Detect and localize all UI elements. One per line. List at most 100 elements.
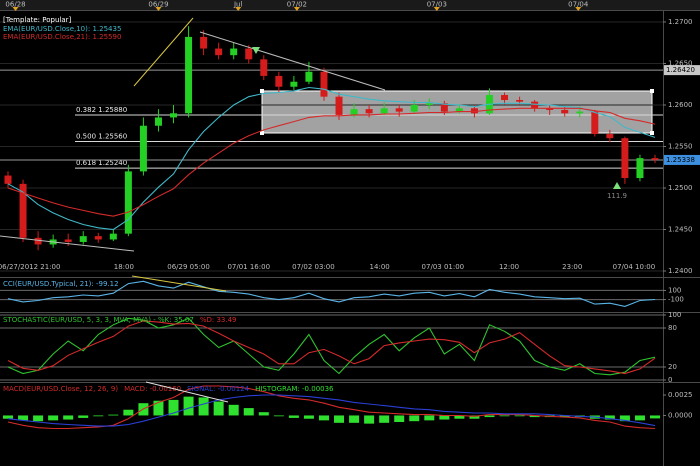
y-tick-label: 1.2550 [668, 142, 693, 150]
histogram-bar [198, 397, 209, 416]
candle-body [591, 111, 599, 135]
series-line [7, 280, 656, 307]
candle-body [124, 171, 132, 234]
histogram-bar [183, 396, 194, 416]
histogram-bar [619, 415, 630, 422]
candle-body [636, 158, 644, 179]
trend-line [0, 235, 135, 252]
histogram-bar [258, 412, 269, 416]
candle-body [79, 236, 87, 242]
x-tick-label: 07/02 03:00 [292, 263, 335, 271]
candle-body [94, 236, 102, 240]
histogram-bar [48, 415, 59, 421]
fib-label: 0.382 1.25880 [76, 106, 127, 114]
y-tick-label: -100 [668, 296, 684, 304]
candle-body [606, 134, 614, 139]
series-line [7, 320, 656, 375]
candle-body [455, 108, 463, 112]
trend-line [131, 275, 227, 292]
candle-body [531, 101, 539, 109]
fib-label: 0.618 1.25240 [76, 159, 127, 167]
trend-line [199, 31, 386, 91]
date-marker [155, 7, 162, 11]
date-marker [575, 7, 582, 11]
date-header [0, 0, 700, 10]
date-label: 07/03 [427, 1, 447, 9]
price-box-label: 1.25338 [666, 156, 695, 164]
y-tick-label: 1.2650 [668, 59, 693, 67]
y-tick-label: 1.2600 [668, 101, 693, 109]
x-tick-label: 12:00 [499, 263, 519, 271]
candle-body [19, 183, 27, 238]
x-tick-label: 07/04 10:00 [613, 263, 656, 271]
y-tick-label: 80 [668, 324, 677, 332]
histogram-bar [153, 400, 164, 416]
histogram-bar [3, 415, 13, 419]
histogram-bar [349, 415, 360, 423]
histogram-bar [454, 415, 465, 419]
candle-body [425, 103, 433, 105]
x-tick-label: 18:00 [114, 263, 134, 271]
candle-body [230, 48, 238, 56]
y-tick-label: 0.0025 [668, 391, 693, 399]
histogram-bar [228, 404, 239, 416]
candle-body [395, 108, 403, 112]
candle-body [335, 96, 343, 115]
histogram-bar [439, 415, 450, 420]
histogram-bar [424, 415, 435, 421]
histogram-bar [559, 415, 570, 418]
handle [650, 89, 654, 93]
candle-body [185, 36, 193, 114]
date-marker [235, 7, 242, 11]
candle-body [4, 175, 12, 184]
histogram-bar [529, 415, 540, 418]
price-box [664, 65, 700, 76]
candle-body [34, 237, 42, 245]
x-tick-label: 06/29 05:00 [167, 263, 210, 271]
histogram-bar [303, 415, 314, 419]
trend-line [145, 381, 229, 403]
date-marker [12, 7, 19, 11]
date-marker [433, 7, 440, 11]
plot: 1.2400 1.2450 1.2500 1.2550 1.2600 1.2650 1.27… [0, 1, 700, 430]
candle-body [64, 239, 72, 242]
annotation: 111.9 [607, 192, 627, 200]
histogram-bar [213, 401, 224, 416]
histogram-bar [484, 415, 495, 418]
candle-body [139, 125, 147, 172]
y-tick-label: 1.2400 [668, 267, 693, 275]
histogram-bar [469, 415, 480, 419]
candle-body [380, 108, 388, 114]
histogram-bar [33, 415, 44, 422]
candle-body [501, 95, 509, 100]
candle-body [350, 109, 358, 115]
candle-body [200, 36, 208, 49]
legend-entry: MACD(EUR/USD.Close, 12, 26, 9) [3, 385, 118, 393]
x-tick-label: 07/03 01:00 [422, 263, 465, 271]
x-tick-label: 23:00 [562, 263, 582, 271]
date-label: Jul [233, 1, 243, 9]
y-tick-label: 1.2700 [668, 18, 693, 26]
histogram-bar [78, 415, 89, 418]
histogram-bar [108, 414, 119, 416]
x-tick-label: 07/01 16:00 [227, 263, 270, 271]
price-box [664, 154, 700, 165]
series-line [7, 317, 656, 376]
legend-entry: HISTOGRAM: -0.00036 [255, 385, 334, 393]
trend-line [133, 17, 194, 87]
arrow-marker [613, 182, 621, 189]
histogram-bar [93, 415, 104, 417]
histogram-bar [318, 415, 329, 421]
candle-body [440, 103, 448, 112]
candle-body [154, 117, 162, 126]
candle-body [320, 71, 328, 97]
x-tick-label: 06/27/2012 21:00 [0, 263, 60, 271]
candle-body [215, 48, 223, 56]
y-tick-label: 1.2450 [668, 226, 693, 234]
legend-entry: MACD: -0.00160 [124, 385, 181, 393]
arrow-marker [252, 47, 260, 54]
fib-label: 0.500 1.25560 [76, 133, 127, 141]
histogram-bar [394, 415, 405, 422]
drawings-front: 111.9 [0, 17, 627, 403]
